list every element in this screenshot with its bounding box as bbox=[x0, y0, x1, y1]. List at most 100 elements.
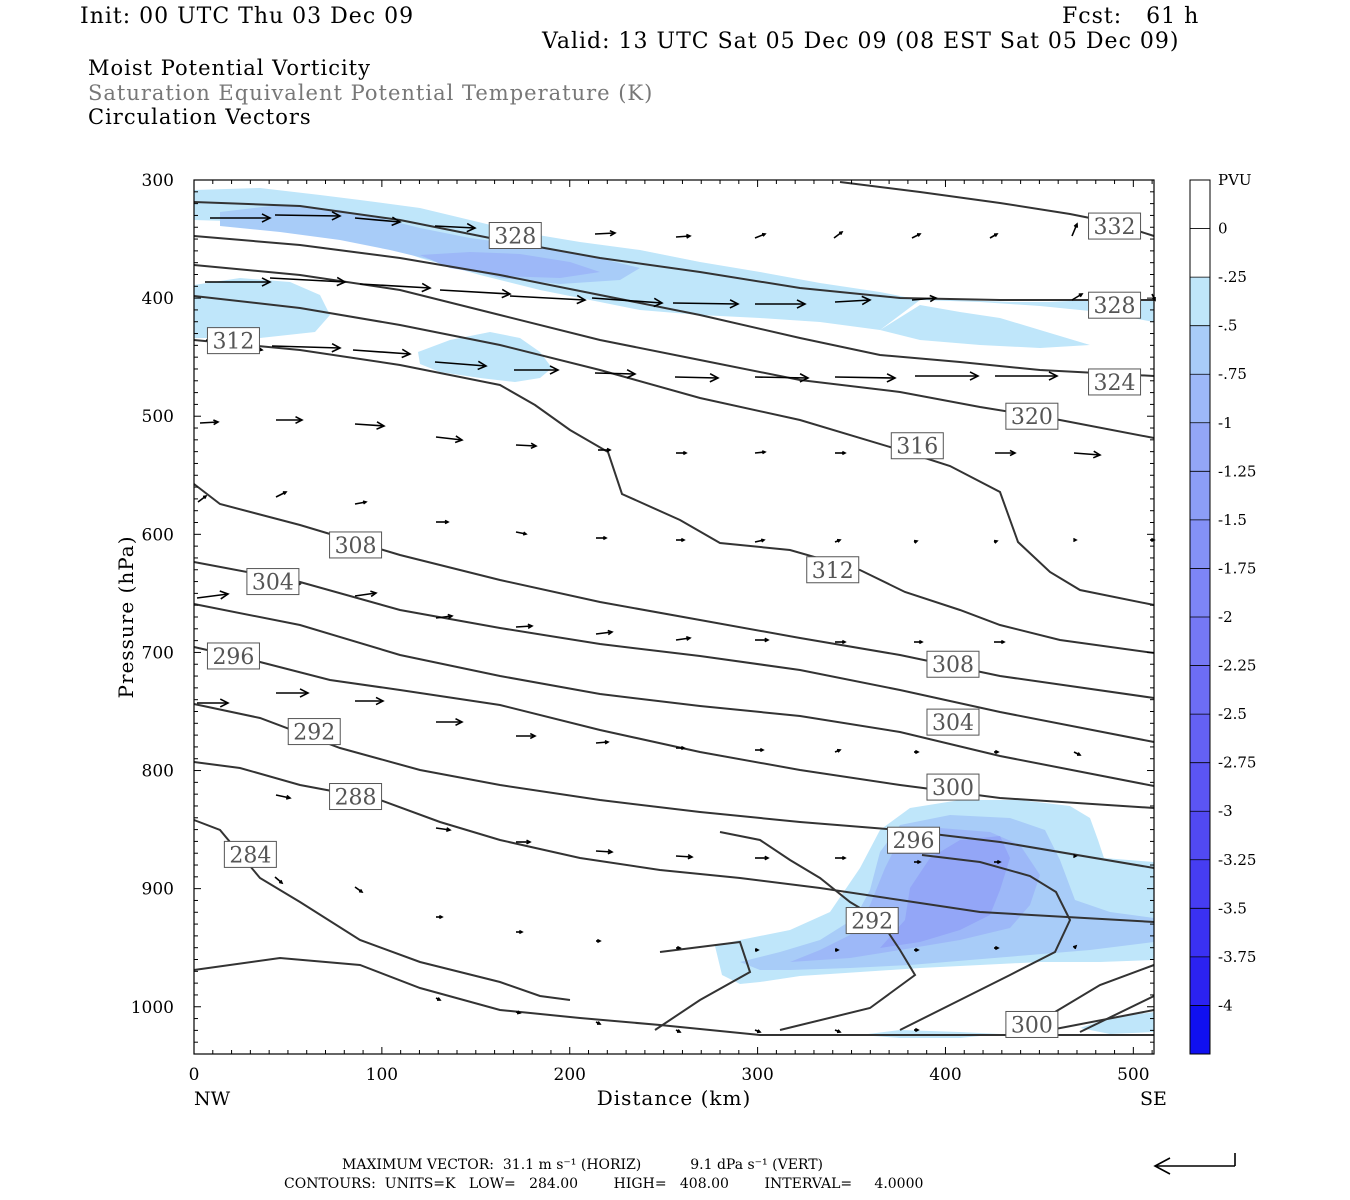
colorbar-swatch bbox=[1190, 1005, 1210, 1054]
x-tick-label: 0 bbox=[189, 1065, 200, 1085]
colorbar-swatch bbox=[1190, 519, 1210, 569]
contour-info: CONTOURS: UNITS=K LOW= 284.00 HIGH= 408.… bbox=[284, 1176, 924, 1192]
colorbar-unit: PVU bbox=[1218, 171, 1252, 189]
colorbar-label: -3 bbox=[1218, 802, 1233, 820]
x-tick-label: 500 bbox=[1117, 1065, 1149, 1085]
colorbar-label: -1 bbox=[1218, 414, 1233, 432]
title-mpv: Moist Potential Vorticity bbox=[88, 56, 371, 80]
contour-label-text: 308 bbox=[335, 534, 377, 559]
axis-tick-labels: 0 100 200 300 400 500 300 400 500 600 700 800 900 100… bbox=[131, 171, 1150, 1085]
colorbar-swatch bbox=[1190, 228, 1210, 278]
colorbar-swatch bbox=[1190, 277, 1210, 326]
colorbar-swatch bbox=[1190, 908, 1210, 957]
colorbar-swatch bbox=[1190, 859, 1210, 909]
contour-label: 304 bbox=[926, 708, 980, 736]
contour-label: 316 bbox=[890, 432, 944, 460]
colorbar-label: -3.75 bbox=[1218, 948, 1256, 966]
contour-label: 304 bbox=[246, 568, 300, 596]
contour-label-text: 288 bbox=[335, 786, 377, 811]
contour-label: 312 bbox=[806, 556, 860, 584]
x-label-nw: NW bbox=[194, 1088, 231, 1110]
max-vector-note: MAXIMUM VECTOR: 31.1 m s⁻¹ (HORIZ) 9.1 d… bbox=[342, 1157, 824, 1173]
contour-label-text: 324 bbox=[1094, 371, 1136, 396]
colorbar-label: -.75 bbox=[1218, 365, 1247, 383]
contour-label: 308 bbox=[926, 650, 980, 678]
contour-label: 288 bbox=[329, 783, 383, 811]
contour-label: 300 bbox=[926, 773, 980, 801]
colorbar-label: 0 bbox=[1218, 220, 1228, 238]
colorbar-label: -2.25 bbox=[1218, 657, 1256, 675]
y-tick-label: 500 bbox=[142, 407, 174, 427]
colorbar-swatch bbox=[1190, 762, 1210, 812]
colorbar-label: -.25 bbox=[1218, 268, 1247, 286]
contour-label-text: 316 bbox=[896, 435, 938, 460]
contour-label-text: 312 bbox=[812, 559, 854, 584]
colorbar-swatch bbox=[1190, 617, 1210, 666]
contour-label-text: 328 bbox=[494, 225, 536, 250]
y-tick-label: 300 bbox=[142, 171, 174, 191]
y-tick-label: 600 bbox=[142, 525, 174, 545]
colorbar-label: -3.25 bbox=[1218, 851, 1256, 869]
colorbar-label: -1.25 bbox=[1218, 462, 1256, 480]
y-tick-label: 400 bbox=[142, 289, 174, 309]
colorbar-swatch bbox=[1190, 811, 1210, 860]
contour-label-text: 304 bbox=[252, 571, 294, 596]
contour-label-text: 292 bbox=[851, 910, 893, 935]
title-vectors: Circulation Vectors bbox=[88, 105, 312, 129]
contour-label: 332 bbox=[1088, 212, 1142, 240]
y-tick-label: 900 bbox=[142, 880, 174, 900]
colorbar-swatch bbox=[1190, 374, 1210, 423]
x-tick-label: 200 bbox=[554, 1065, 586, 1085]
x-tick-label: 400 bbox=[929, 1065, 961, 1085]
x-tick-label: 100 bbox=[366, 1065, 398, 1085]
contour-label-text: 332 bbox=[1094, 215, 1136, 240]
contour-label-text: 300 bbox=[932, 776, 974, 801]
colorbar: 0 -.25 -.5 -.75 -1 -1.25 -1.5 -1.75 -2 -2.25 -2.5 -… bbox=[1189, 179, 1256, 1055]
init-time: Init: 00 UTC Thu 03 Dec 09 bbox=[80, 4, 415, 29]
colorbar-swatch bbox=[1190, 325, 1210, 375]
title-thetae: Saturation Equivalent Potential Temperat… bbox=[88, 81, 654, 105]
colorbar-label: -.5 bbox=[1218, 317, 1237, 335]
x-axis-title: Distance (km) bbox=[597, 1086, 752, 1110]
y-tick-label: 800 bbox=[142, 762, 174, 782]
colorbar-swatch bbox=[1190, 956, 1210, 1006]
colorbar-swatch bbox=[1190, 471, 1210, 520]
contour-label: 308 bbox=[329, 531, 383, 559]
colorbar-swatch bbox=[1190, 714, 1210, 763]
contour-label-text: 300 bbox=[1011, 1013, 1053, 1038]
contour-label: 284 bbox=[223, 840, 277, 868]
colorbar-label: -1.75 bbox=[1218, 559, 1256, 577]
contour-label-text: 308 bbox=[932, 653, 974, 678]
contour-label-text: 292 bbox=[293, 721, 335, 746]
colorbar-label: -1.5 bbox=[1218, 511, 1247, 529]
contour-label: 312 bbox=[206, 327, 260, 355]
x-tick-label: 300 bbox=[741, 1065, 773, 1085]
contour-label-text: 328 bbox=[1094, 294, 1136, 319]
contour-label: 296 bbox=[206, 642, 260, 670]
pv-shading bbox=[194, 188, 1154, 1038]
colorbar-swatch bbox=[1190, 568, 1210, 617]
contour-label-text: 296 bbox=[212, 645, 254, 670]
reference-vector-icon bbox=[1153, 1153, 1236, 1175]
contour-label: 324 bbox=[1088, 368, 1142, 396]
y-axis-title: Pressure (hPa) bbox=[114, 536, 138, 699]
contour-label: 328 bbox=[1088, 291, 1142, 319]
y-tick-label: 700 bbox=[142, 643, 174, 663]
colorbar-label: -2.5 bbox=[1218, 705, 1247, 723]
contour-label: 328 bbox=[488, 222, 542, 250]
contour-label: 296 bbox=[887, 826, 941, 854]
contour-label: 292 bbox=[845, 907, 899, 935]
colorbar-label: -3.5 bbox=[1218, 899, 1247, 917]
colorbar-swatch bbox=[1190, 422, 1210, 472]
contour-label-text: 284 bbox=[229, 843, 271, 868]
colorbar-swatch bbox=[1190, 180, 1210, 229]
valid-time: Valid: 13 UTC Sat 05 Dec 09 (08 EST Sat … bbox=[542, 29, 1180, 54]
contour-label-text: 296 bbox=[893, 829, 935, 854]
contour-label-text: 312 bbox=[212, 330, 254, 355]
forecast-hour: Fcst: 61 h bbox=[1062, 4, 1200, 29]
colorbar-label: -2.75 bbox=[1218, 754, 1256, 772]
colorbar-swatch bbox=[1190, 665, 1210, 715]
contour-labels: 328 332 328 324 320 316 312 312 308 304 308 296 304 2… bbox=[206, 212, 1142, 1038]
contour-label-text: 320 bbox=[1011, 405, 1053, 430]
